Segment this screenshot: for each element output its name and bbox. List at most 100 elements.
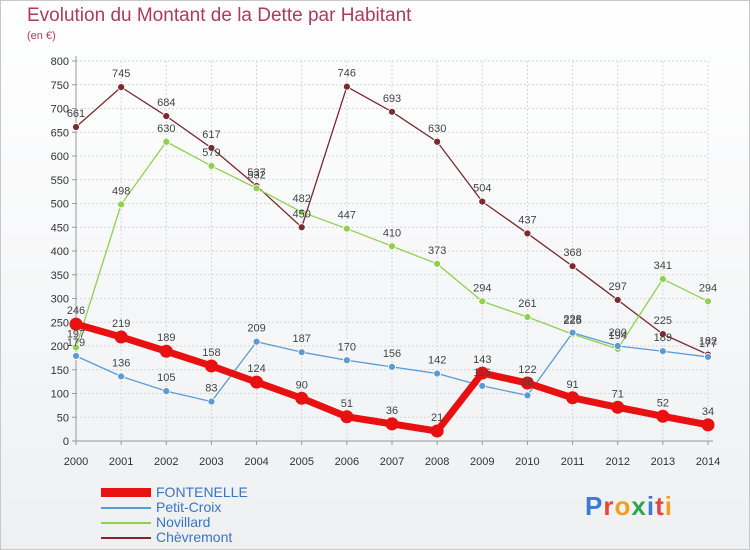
x-tick-label: 2013 [651,456,675,468]
data-point-novillard [252,184,261,193]
data-label-petit-croix: 187 [293,333,311,345]
data-point-novillard [478,297,487,306]
data-point-fontenelle [114,330,128,344]
data-point-fontenelle [385,417,399,431]
legend-item: Chèvremont [101,530,248,545]
data-label-petit-croix: 179 [67,337,85,349]
x-tick-label: 2000 [64,456,88,468]
data-point-petit-croix [658,347,667,356]
data-point-fontenelle [430,424,444,438]
data-point-petit-croix [433,369,442,378]
data-point-ch-vremont [478,197,487,206]
data-label-novillard: 498 [112,185,130,197]
legend-item: Petit-Croix [101,500,248,515]
legend-swatch [101,506,151,509]
data-point-fontenelle [340,410,354,424]
legend-item: FONTENELLE [101,485,248,500]
data-label-fontenelle: 51 [341,398,353,410]
data-label-fontenelle: 143 [473,354,491,366]
data-point-novillard [297,208,306,216]
y-tick-label: 700 [51,104,69,116]
data-point-novillard [117,200,126,209]
data-point-fontenelle [69,317,83,331]
data-label-ch-vremont: 368 [563,247,581,259]
data-label-ch-vremont: 450 [293,208,311,220]
data-point-novillard [72,343,80,352]
x-tick-label: 2007 [380,456,404,468]
data-label-fontenelle: 158 [202,347,220,359]
y-tick-label: 450 [51,222,69,234]
data-point-petit-croix [72,352,80,360]
data-label-petit-croix: 142 [428,355,446,367]
data-point-petit-croix [568,328,577,337]
data-label-novillard: 194 [609,330,627,342]
data-label-novillard: 197 [67,328,85,340]
data-point-novillard [433,259,442,268]
data-label-fontenelle: 91 [566,379,578,391]
legend-label: FONTENELLE [156,484,248,500]
data-point-ch-vremont [433,137,442,146]
data-point-petit-croix [252,337,261,346]
data-label-ch-vremont: 297 [609,281,627,293]
data-point-petit-croix [297,348,306,357]
y-tick-label: 800 [51,56,69,68]
data-label-petit-croix: 83 [205,383,217,395]
grid [75,60,709,442]
data-point-petit-croix [613,342,622,350]
y-tick-label: 550 [51,175,69,187]
data-label-fontenelle: 246 [67,305,85,317]
y-tick-label: 200 [51,341,69,353]
y-tick-label: 400 [51,246,69,258]
data-label-petit-croix: 200 [609,327,627,339]
legend: FONTENELLE Petit-Croix Novillard Chèvremont [101,485,248,545]
data-label-ch-vremont: 182 [699,336,717,348]
data-point-novillard [342,224,351,233]
x-tick-label: 2010 [515,456,539,468]
data-label-fontenelle: 52 [657,397,669,409]
x-tick-label: 2004 [244,456,268,468]
data-point-petit-croix [207,397,216,406]
data-label-novillard: 294 [473,282,491,294]
data-point-ch-vremont [523,229,532,238]
x-tick-label: 2002 [154,456,178,468]
data-label-ch-vremont: 693 [383,93,401,105]
x-tick-label: 2005 [289,456,313,468]
data-point-ch-vremont [342,82,351,91]
y-tick-label: 100 [51,389,69,401]
data-label-petit-croix: 116 [474,367,492,379]
x-axis-ticks: 2000 2001 2002 2003 2004 2005 2006 2007 2008 2009… [64,456,720,468]
data-point-ch-vremont [613,296,622,304]
y-tick-label: 0 [63,436,69,448]
y-tick-label: 650 [51,127,69,139]
legend-swatch [101,488,151,497]
x-tick-label: 2001 [109,456,133,468]
data-label-fontenelle: 34 [702,406,714,418]
data-point-petit-croix [388,362,396,371]
data-label-novillard: 532 [247,169,265,181]
legend-label: Chèvremont [156,529,233,545]
data-point-novillard [162,137,171,146]
data-label-ch-vremont: 437 [518,214,536,226]
data-point-fontenelle [475,366,489,380]
data-label-fontenelle: 124 [247,363,265,375]
legend-label: Novillard [156,514,211,530]
y-tick-label: 300 [51,294,69,306]
data-label-petit-croix: 156 [383,348,401,360]
legend-item: Novillard [101,515,248,530]
x-tick-label: 2006 [335,456,359,468]
data-label-fontenelle: 219 [112,318,130,330]
y-tick-label: 750 [51,80,69,92]
data-point-petit-croix [478,381,487,390]
data-label-fontenelle: 71 [612,388,624,400]
data-point-ch-vremont [297,223,306,232]
data-label-fontenelle: 21 [431,412,443,424]
data-label-petit-croix: 209 [247,323,265,335]
x-tick-label: 2003 [199,456,223,468]
series-group [69,82,715,438]
data-label-ch-vremont: 661 [67,108,85,120]
data-point-ch-vremont [658,330,667,339]
data-label-novillard: 294 [699,282,717,294]
data-point-fontenelle [250,375,264,389]
